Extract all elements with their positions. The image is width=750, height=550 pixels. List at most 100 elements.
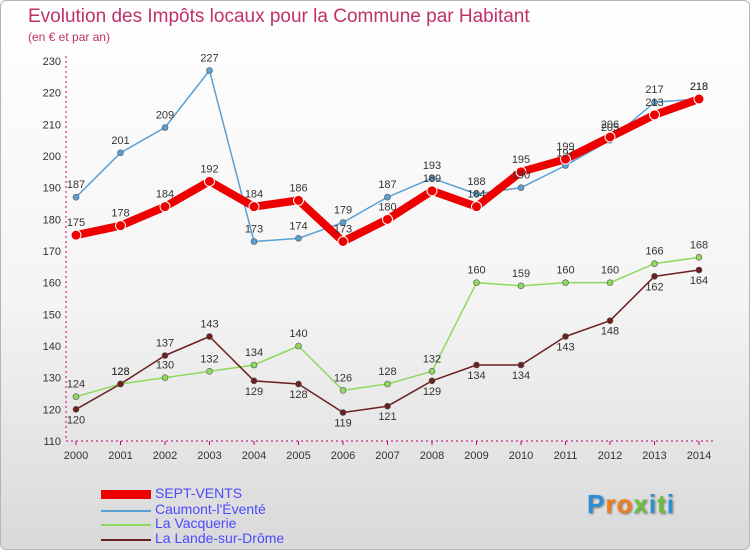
- data-point: [295, 380, 302, 388]
- data-label: 140: [289, 328, 307, 340]
- y-tick-label: 210: [43, 119, 61, 131]
- x-tick-label: 2004: [242, 450, 266, 462]
- y-tick-label: 110: [43, 436, 61, 448]
- data-label: 190: [512, 170, 530, 182]
- legend-label: La Lande-sur-Drôme: [155, 530, 285, 546]
- y-tick-label: 160: [43, 278, 61, 290]
- data-label: 143: [200, 319, 218, 331]
- data-point: [606, 279, 614, 286]
- data-label: 188: [467, 176, 485, 188]
- proxiti-logo: Proxiti: [587, 489, 675, 519]
- x-tick-label: 2007: [375, 450, 399, 462]
- data-point: [339, 409, 347, 416]
- data-point: [604, 131, 616, 143]
- data-label: 205: [601, 122, 619, 134]
- legend-swatch-caumont: [101, 510, 151, 512]
- chart-subtitle: (en € et par an): [28, 30, 111, 44]
- data-label: 166: [645, 246, 663, 258]
- data-label: 128: [289, 389, 307, 401]
- data-point: [428, 174, 436, 182]
- data-point: [384, 193, 391, 201]
- x-tick-label: 2003: [197, 450, 221, 462]
- data-point: [649, 109, 660, 121]
- legend-label: SEPT-VENTS: [155, 485, 243, 501]
- data-point: [70, 229, 82, 241]
- data-label: 184: [245, 189, 263, 201]
- data-label: 174: [289, 220, 307, 232]
- data-point: [651, 98, 658, 106]
- data-point: [248, 201, 260, 213]
- data-point: [337, 236, 349, 247]
- data-label: 227: [200, 53, 218, 65]
- data-point: [159, 201, 171, 213]
- data-point: [517, 184, 525, 191]
- data-point: [72, 393, 80, 400]
- y-tick-label: 220: [43, 88, 61, 100]
- data-point: [473, 279, 480, 286]
- data-point: [339, 219, 347, 226]
- data-point: [695, 254, 703, 261]
- legend-label: La Vacquerie: [155, 515, 237, 531]
- data-label: 148: [601, 326, 619, 338]
- data-point: [206, 333, 213, 340]
- data-label: 137: [156, 338, 174, 350]
- data-point: [651, 260, 658, 267]
- data-label: 209: [156, 110, 174, 122]
- data-point: [295, 235, 302, 242]
- data-point: [293, 194, 304, 206]
- y-tick-label: 120: [43, 404, 61, 416]
- legend-swatch-la-vacquerie: [101, 524, 151, 526]
- data-point: [295, 342, 302, 350]
- data-label: 192: [200, 163, 218, 175]
- data-label: 129: [423, 386, 441, 398]
- data-point: [115, 220, 126, 232]
- data-point: [339, 387, 347, 394]
- y-tick-label: 140: [43, 341, 61, 353]
- data-label: 217: [645, 84, 663, 96]
- data-label: 187: [378, 179, 396, 191]
- data-point: [72, 193, 80, 201]
- data-label: 134: [512, 370, 530, 382]
- data-point: [428, 377, 436, 385]
- data-label: 195: [512, 154, 530, 166]
- data-label: 186: [289, 182, 307, 194]
- data-label: 184: [467, 189, 485, 201]
- x-tick-label: 2000: [64, 450, 88, 462]
- data-label: 132: [200, 353, 218, 365]
- data-point: [206, 67, 213, 74]
- data-point: [384, 380, 391, 388]
- data-point: [651, 273, 658, 280]
- data-label: 168: [690, 239, 708, 251]
- data-point: [384, 402, 391, 410]
- data-point: [250, 238, 258, 245]
- data-point: [606, 317, 614, 324]
- data-point: [428, 368, 436, 375]
- y-tick-label: 230: [43, 56, 61, 68]
- data-point: [562, 279, 569, 286]
- data-label: 119: [334, 418, 352, 430]
- data-label: 160: [601, 265, 619, 277]
- x-tick-label: 2011: [554, 450, 578, 462]
- y-tick-label: 180: [43, 214, 61, 226]
- data-label: 134: [467, 370, 485, 382]
- data-label: 184: [156, 189, 174, 201]
- data-label: 180: [378, 201, 396, 213]
- data-label: 130: [156, 360, 174, 372]
- data-label: 189: [423, 173, 441, 185]
- data-label: 162: [645, 281, 663, 293]
- data-label: 134: [245, 347, 263, 359]
- x-tick-label: 2009: [464, 450, 488, 462]
- data-point: [426, 185, 438, 197]
- x-tick-label: 2010: [509, 450, 533, 462]
- data-label: 132: [423, 353, 441, 365]
- data-label: 121: [378, 411, 396, 423]
- data-point: [161, 352, 169, 359]
- data-label: 201: [111, 135, 129, 147]
- data-label: 126: [334, 372, 352, 384]
- legend-swatch-la-lande: [101, 539, 151, 541]
- data-point: [250, 377, 258, 385]
- data-point: [204, 175, 215, 187]
- data-label: 173: [245, 224, 263, 236]
- data-point: [117, 149, 124, 157]
